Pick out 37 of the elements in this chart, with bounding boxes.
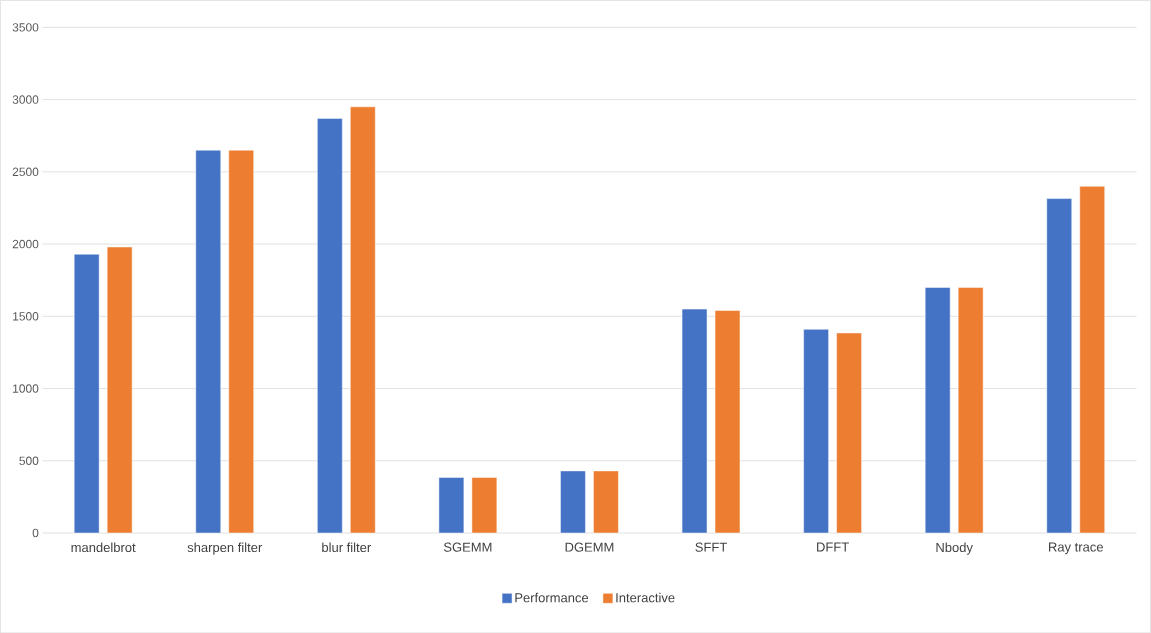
x-tick-label: Nbody [936, 542, 973, 555]
bar [836, 332, 862, 534]
x-tick-label: SGEMM [443, 542, 492, 552]
bar [471, 476, 498, 534]
bar [1079, 185, 1105, 534]
bar [957, 287, 984, 534]
bar [438, 476, 465, 534]
x-tick-label: SFFT [695, 542, 727, 552]
x-tick-label: sharpen filter [187, 542, 263, 555]
x-tick-label: blur filter [322, 542, 371, 552]
x-tick-label: DFFT [817, 542, 849, 552]
bar [73, 253, 100, 534]
bar [714, 310, 741, 534]
bar [106, 246, 133, 534]
bar [593, 470, 619, 534]
y-tick-label: 0 [32, 528, 39, 538]
y-tick-label: 3000 [12, 95, 39, 104]
bar [924, 287, 951, 534]
bar [195, 149, 221, 534]
bar [228, 149, 254, 534]
y-tick-label: 2500 [12, 167, 39, 176]
bar [803, 328, 829, 534]
bar [317, 117, 343, 534]
bar [1046, 198, 1072, 534]
y-tick-label: 1000 [13, 384, 39, 393]
bar [681, 308, 708, 534]
x-tick-label: mandelbrot [71, 542, 136, 552]
y-tick-label: 3500 [12, 22, 39, 32]
y-tick-label: 1500 [13, 311, 39, 321]
legend-label: Performance [515, 592, 589, 603]
bar [560, 470, 586, 534]
y-tick-label: 500 [19, 456, 39, 465]
legend-label: Interactive [616, 592, 675, 603]
x-tick-label: DGEMM [565, 542, 614, 552]
bar [350, 106, 376, 534]
x-tick-label: Ray trace [1049, 542, 1103, 554]
y-tick-label: 2000 [12, 239, 39, 249]
